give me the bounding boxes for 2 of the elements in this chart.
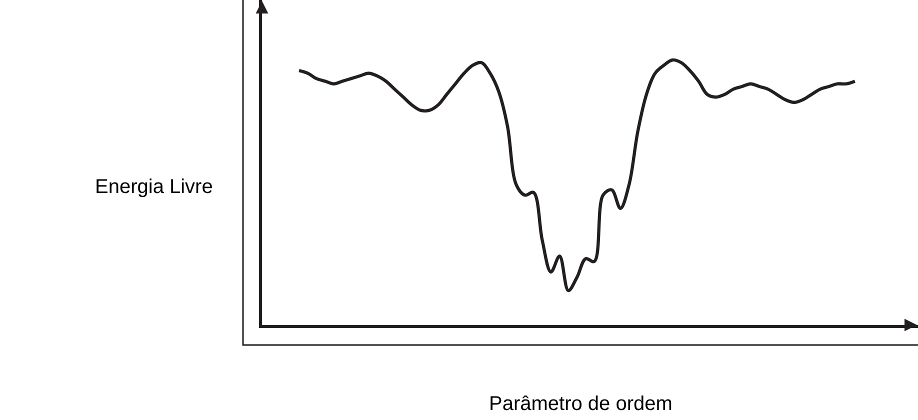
y-axis-title: Energia Livre [95, 176, 213, 198]
x-axis-title: Parâmetro de ordem [489, 393, 672, 415]
